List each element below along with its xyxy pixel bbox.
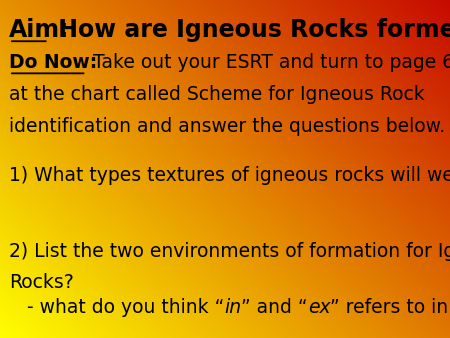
Text: ex: ex	[308, 298, 330, 317]
Text: identification and answer the questions below.: identification and answer the questions …	[9, 117, 445, 136]
Text: Rocks?: Rocks?	[9, 273, 74, 292]
Text: 1) What types textures of igneous rocks will we see?: 1) What types textures of igneous rocks …	[9, 166, 450, 185]
Text: 2) List the two environments of formation for Igneous: 2) List the two environments of formatio…	[9, 242, 450, 261]
Text: in: in	[224, 298, 241, 317]
Text: ” refers to in each word?: ” refers to in each word?	[330, 298, 450, 317]
Text: How are Igneous Rocks formed?: How are Igneous Rocks formed?	[50, 18, 450, 42]
Text: at the chart called Scheme for Igneous Rock: at the chart called Scheme for Igneous R…	[9, 85, 425, 104]
Text: Do Now:: Do Now:	[9, 53, 97, 72]
Text: ” and “: ” and “	[241, 298, 308, 317]
Text: Aim:: Aim:	[9, 18, 69, 42]
Text: Take out your ESRT and turn to page 6. Look: Take out your ESRT and turn to page 6. L…	[87, 53, 450, 72]
Text: - what do you think “: - what do you think “	[9, 298, 224, 317]
